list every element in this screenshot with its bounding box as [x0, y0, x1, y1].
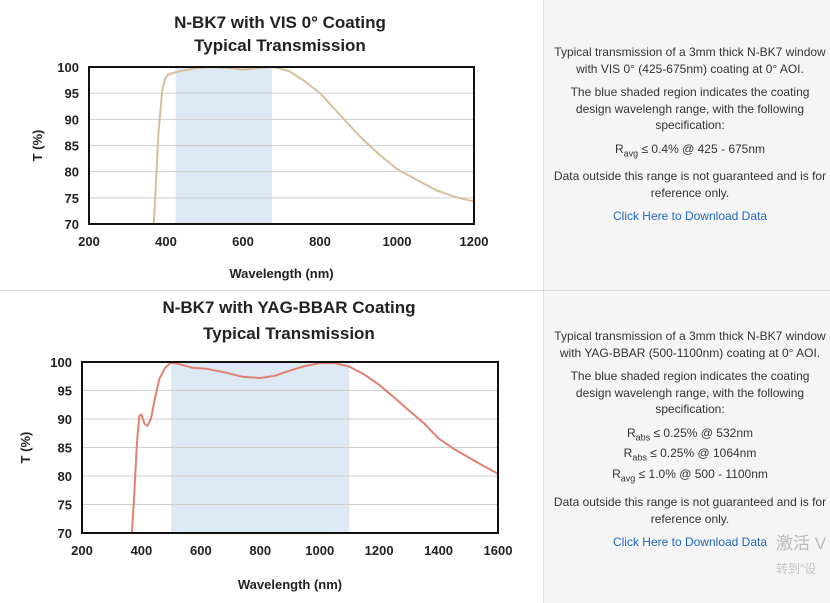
spec-line: Ravg ≤ 0.4% @ 425 - 675nm	[552, 141, 828, 162]
spec-line: Ravg ≤ 1.0% @ 500 - 1100nm	[552, 466, 828, 487]
spec-value: ≤ 0.4% @ 425 - 675nm	[638, 141, 766, 156]
y-tick-label: 85	[65, 139, 79, 154]
x-tick-label: 400	[155, 234, 177, 249]
y-tick-label: 85	[58, 441, 72, 456]
description-text-3: Data outside this range is not guarantee…	[553, 169, 827, 200]
x-axis-label: Wavelength (nm)	[229, 266, 333, 281]
description-panel-1: Typical transmission of a 3mm thick N-BK…	[543, 0, 830, 290]
plot-frame	[81, 361, 499, 534]
description-text-1: Typical transmission of a 3mm thick N-BK…	[554, 329, 826, 360]
spec-line: Rabs ≤ 0.25% @ 1064nm	[552, 445, 828, 466]
y-tick-label: 100	[50, 355, 72, 370]
spec-subscript: avg	[623, 147, 639, 158]
description-1: Typical transmission of a 3mm thick N-BK…	[552, 44, 828, 232]
transmission-curve	[152, 66, 475, 225]
y-tick-label: 100	[57, 60, 79, 75]
y-tick-label: 75	[65, 191, 79, 206]
plot-frame	[88, 66, 475, 225]
spec-value: ≤ 0.25% @ 532nm	[650, 425, 754, 440]
description-text-2: The blue shaded region indicates the coa…	[570, 85, 810, 132]
x-tick-label: 200	[71, 543, 93, 558]
y-tick-label: 70	[65, 217, 79, 232]
spec-symbol: R	[626, 425, 636, 440]
spec-symbol: R	[612, 467, 621, 482]
y-tick-label: 80	[65, 165, 79, 180]
x-tick-label: 1200	[365, 543, 394, 558]
spec-list: Ravg ≤ 0.4% @ 425 - 675nm	[552, 141, 828, 162]
y-tick-label: 80	[58, 469, 72, 484]
chart-subtitle: Typical Transmission	[194, 36, 366, 55]
x-tick-label: 400	[131, 543, 153, 558]
x-tick-label: 200	[78, 234, 100, 249]
activation-watermark: 激活 V	[776, 534, 827, 553]
chart-title: N-BK7 with VIS 0° Coating	[174, 13, 386, 32]
chart-panel-1: N-BK7 with VIS 0° Coating Typical Transmi…	[0, 0, 543, 290]
x-tick-label: 800	[309, 234, 331, 249]
y-tick-label: 90	[65, 112, 79, 127]
spec-symbol: R	[623, 446, 633, 461]
x-tick-label: 1200	[460, 234, 489, 249]
spec-value: ≤ 1.0% @ 500 - 1100nm	[635, 467, 768, 482]
x-tick-label: 600	[190, 543, 212, 558]
spec-line: Rabs ≤ 0.25% @ 532nm	[552, 425, 828, 446]
activation-watermark-sub: 转到"设	[776, 562, 817, 576]
description-text-2: The blue shaded region indicates the coa…	[570, 369, 810, 416]
y-tick-label: 75	[58, 498, 72, 513]
spec-subscript: avg	[620, 473, 636, 484]
description-panel-2: Typical transmission of a 3mm thick N-BK…	[543, 291, 830, 603]
chart-row-2: N-BK7 with YAG-BBAR Coating Typical Trans…	[0, 291, 830, 603]
description-2: Typical transmission of a 3mm thick N-BK…	[552, 328, 828, 558]
y-tick-label: 95	[58, 384, 72, 399]
x-tick-label: 1000	[383, 234, 412, 249]
y-tick-label: 70	[58, 526, 72, 541]
chart-subtitle: Typical Transmission	[203, 324, 375, 343]
spec-value: ≤ 0.25% @ 1064nm	[646, 446, 757, 461]
y-tick-label: 95	[65, 86, 79, 101]
x-tick-label: 600	[232, 234, 254, 249]
chart-row-1: N-BK7 with VIS 0° Coating Typical Transmi…	[0, 0, 830, 291]
download-data-link[interactable]: Click Here to Download Data	[612, 209, 768, 224]
y-axis-label: T (%)	[18, 432, 33, 464]
y-tick-label: 90	[58, 412, 72, 427]
chart-title: N-BK7 with YAG-BBAR Coating	[162, 298, 415, 317]
chart-yag-bbar-coating: N-BK7 with YAG-BBAR Coating Typical Trans…	[18, 298, 513, 592]
x-tick-label: 1000	[305, 543, 334, 558]
spec-subscript: abs	[635, 431, 651, 442]
chart-vis-coating: N-BK7 with VIS 0° Coating Typical Transmi…	[30, 13, 489, 281]
y-axis-label: T (%)	[30, 130, 45, 162]
description-text-3: Data outside this range is not guarantee…	[553, 495, 827, 526]
spec-list: Rabs ≤ 0.25% @ 532nm Rabs ≤ 0.25% @ 1064n…	[552, 425, 828, 488]
transmission-curve	[130, 361, 499, 534]
x-axis-label: Wavelength (nm)	[238, 577, 342, 592]
description-text-1: Typical transmission of a 3mm thick N-BK…	[554, 45, 826, 76]
spec-symbol: R	[614, 141, 624, 156]
download-data-link[interactable]: Click Here to Download Data	[612, 535, 768, 550]
chart-panel-2: N-BK7 with YAG-BBAR Coating Typical Trans…	[0, 291, 543, 603]
x-tick-label: 1400	[424, 543, 453, 558]
x-tick-label: 800	[249, 543, 271, 558]
x-tick-label: 1600	[484, 543, 513, 558]
spec-subscript: abs	[632, 452, 647, 463]
